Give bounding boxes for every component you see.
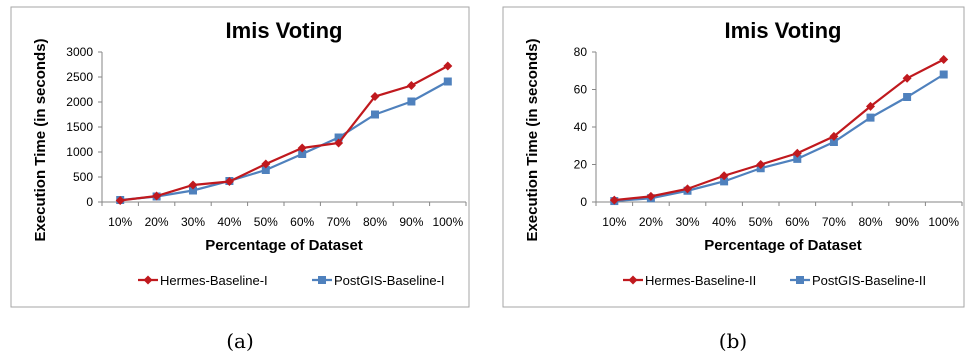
data-point (866, 101, 875, 111)
x-tick-label: 40% (217, 215, 241, 229)
legend-label: PostGIS-Baseline-II (812, 273, 926, 288)
x-tick-label: 90% (399, 215, 423, 229)
y-tick-label: 3000 (66, 45, 93, 59)
x-tick-label: 10% (602, 215, 626, 229)
legend: Hermes-Baseline-I PostGIS-Baseline-I (138, 273, 445, 288)
x-tick-label: 80% (363, 215, 387, 229)
plot-area: 0 500 1000 1500 2000 2500 3000 10% 20% 30% 40% 50% 6… (66, 45, 467, 229)
x-tick-label: 40% (712, 215, 736, 229)
x-tick-label: 50% (254, 215, 278, 229)
chart-frame (502, 6, 965, 308)
x-axis-label: Percentage of Dataset (205, 237, 363, 254)
caption-b: (b) (719, 329, 747, 353)
legend-label: PostGIS-Baseline-I (334, 273, 445, 288)
x-tick-label: 20% (145, 215, 169, 229)
x-tick-label: 70% (822, 215, 846, 229)
y-tick-label: 0 (86, 195, 93, 209)
data-point (443, 77, 452, 86)
x-tick-label: 80% (858, 215, 882, 229)
chart-b: Imis Voting Execution Time (in seconds) … (502, 6, 965, 308)
data-point (609, 195, 619, 205)
data-point (829, 138, 838, 146)
plot-area: 0 20 40 60 80 10% 20% 30% 40% 50% 60% 70% 80% 90% 100% (574, 45, 963, 229)
data-point (224, 177, 234, 186)
x-axis-label: Percentage of Dataset (704, 237, 862, 254)
data-point (298, 150, 307, 158)
x-tick-label: 10% (108, 215, 132, 229)
legend-marker (318, 276, 326, 284)
x-tick-label: 30% (675, 215, 699, 229)
data-point (902, 73, 912, 83)
x-tick-label: 90% (895, 215, 919, 229)
data-point (829, 131, 839, 141)
y-tick-label: 60 (574, 83, 588, 97)
y-tick-label: 2500 (66, 70, 93, 84)
data-point (261, 159, 271, 169)
data-point (370, 92, 380, 101)
data-point (792, 148, 802, 158)
x-tick-label: 100% (432, 215, 463, 229)
legend-marker (143, 275, 153, 285)
y-tick-label: 2000 (66, 95, 93, 109)
y-tick-label: 20 (574, 158, 588, 172)
y-tick-label: 500 (73, 170, 93, 184)
caption-a: (a) (226, 329, 254, 353)
chart-title: Imis Voting (226, 18, 343, 43)
data-point (443, 61, 453, 71)
series-line-postgis (614, 73, 945, 203)
data-point (866, 113, 875, 122)
y-tick-label: 0 (580, 195, 587, 209)
x-tick-label: 50% (749, 215, 773, 229)
data-point (115, 196, 125, 205)
data-point (371, 110, 379, 119)
data-point (188, 180, 198, 190)
data-point (756, 160, 766, 169)
data-point (939, 70, 948, 79)
data-point (646, 191, 656, 201)
series-line-hermes (120, 65, 449, 202)
data-point (261, 166, 270, 174)
data-point (152, 191, 162, 201)
chart-frame (10, 6, 470, 308)
data-point (334, 133, 343, 142)
x-tick-label: 100% (928, 215, 959, 229)
data-point (793, 154, 802, 163)
legend: Hermes-Baseline-II PostGIS-Baseline-II (623, 273, 926, 288)
y-tick-label: 40 (574, 120, 588, 134)
legend-label: Hermes-Baseline-I (160, 273, 268, 288)
x-tick-label: 60% (290, 215, 314, 229)
chart-a: Imis Voting Execution Time (in seconds) … (10, 6, 470, 308)
x-tick-label: 70% (327, 215, 351, 229)
data-point (939, 55, 949, 64)
data-point (720, 177, 729, 186)
data-point (406, 81, 416, 90)
data-point (903, 93, 912, 101)
legend-marker (628, 275, 638, 285)
data-point (297, 143, 307, 153)
x-tick-label: 30% (181, 215, 205, 229)
series-line-hermes (614, 58, 945, 202)
data-point (407, 97, 416, 106)
data-point (719, 171, 729, 181)
series-line-postgis (120, 80, 449, 202)
y-tick-label: 80 (574, 45, 588, 59)
data-point (334, 138, 344, 148)
legend-label: Hermes-Baseline-II (645, 273, 756, 288)
y-tick-label: 1000 (66, 145, 93, 159)
legend-marker (796, 276, 804, 284)
data-point (189, 186, 197, 195)
y-tick-label: 1500 (66, 120, 93, 134)
y-axis-label: Execution Time (in seconds) (32, 38, 49, 241)
x-tick-label: 60% (785, 215, 809, 229)
data-point (683, 184, 692, 194)
chart-title: Imis Voting (725, 18, 842, 43)
x-tick-label: 20% (639, 215, 663, 229)
y-axis-label: Execution Time (in seconds) (524, 38, 541, 241)
